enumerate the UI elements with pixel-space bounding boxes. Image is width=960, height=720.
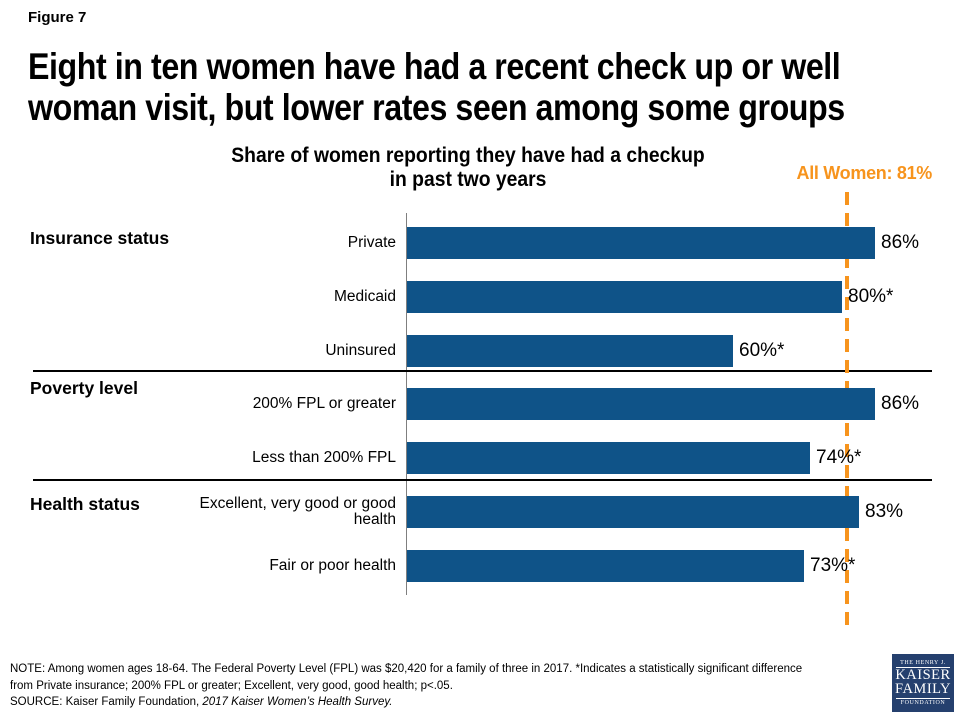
category-label: Less than 200% FPL xyxy=(252,448,396,466)
bar xyxy=(407,550,804,582)
source-prefix: SOURCE: Kaiser Family Foundation, xyxy=(10,696,203,708)
note-line2: from Private insurance; 200% FPL or grea… xyxy=(10,679,453,692)
value-label: 80%* xyxy=(848,286,894,307)
category-label: 200% FPL or greater xyxy=(252,394,396,412)
group-label: Insurance status xyxy=(30,228,170,248)
slide-title-line1: Eight in ten women have had a recent che… xyxy=(28,46,841,87)
value-label: 74%* xyxy=(816,447,862,468)
category-label: Medicaid xyxy=(333,287,396,305)
chart-title-wrap: Share of women reporting they have had a… xyxy=(0,144,936,192)
category-axis-line xyxy=(406,213,407,595)
category-label: Fair or poor health xyxy=(269,556,396,574)
bar xyxy=(407,335,733,367)
bar xyxy=(407,442,810,474)
logo-bottom-text: FOUNDATION xyxy=(896,697,950,706)
figure-label: Figure 7 xyxy=(28,9,87,26)
category-label: Private xyxy=(347,233,396,251)
logo-top-text: THE HENRY J. xyxy=(896,660,950,669)
value-label: 73%* xyxy=(810,555,856,576)
value-label: 86% xyxy=(881,232,920,253)
footer-note: NOTE: Among women ages 18-64. The Federa… xyxy=(10,661,890,711)
kff-logo: THE HENRY J. KAISER FAMILY FOUNDATION xyxy=(892,654,954,712)
bar xyxy=(407,496,859,528)
bar xyxy=(407,388,875,420)
note-line1: NOTE: Among women ages 18-64. The Federa… xyxy=(10,663,803,675)
value-label: 83% xyxy=(865,501,904,522)
group-divider-1 xyxy=(33,370,932,372)
group-divider-2 xyxy=(33,479,932,481)
source-line: SOURCE: Kaiser Family Foundation, 2017 K… xyxy=(10,694,890,711)
value-label: 86% xyxy=(881,393,920,414)
slide-title: Eight in ten women have had a recent che… xyxy=(28,46,845,128)
group-label: Health status xyxy=(30,494,140,514)
group-label: Poverty level xyxy=(30,378,138,398)
bar xyxy=(407,227,875,259)
bar xyxy=(407,281,842,313)
source-title: 2017 Kaiser Women’s Health Survey. xyxy=(202,696,393,708)
logo-name-line1: KAISER xyxy=(895,667,951,684)
reference-line-label: All Women: 81% xyxy=(796,163,933,183)
chart-title: Share of women reporting they have had a… xyxy=(37,144,898,192)
chart-title-line2: in past two years xyxy=(389,168,547,191)
slide-title-line2: woman visit, but lower rates seen among … xyxy=(28,87,845,128)
chart-title-line1: Share of women reporting they have had a… xyxy=(231,144,705,167)
category-label: Excellent, very good or good health xyxy=(199,494,396,528)
value-label: 60%* xyxy=(739,340,785,361)
logo-name-line2: FAMILY xyxy=(894,680,952,697)
category-label: Uninsured xyxy=(325,341,396,359)
